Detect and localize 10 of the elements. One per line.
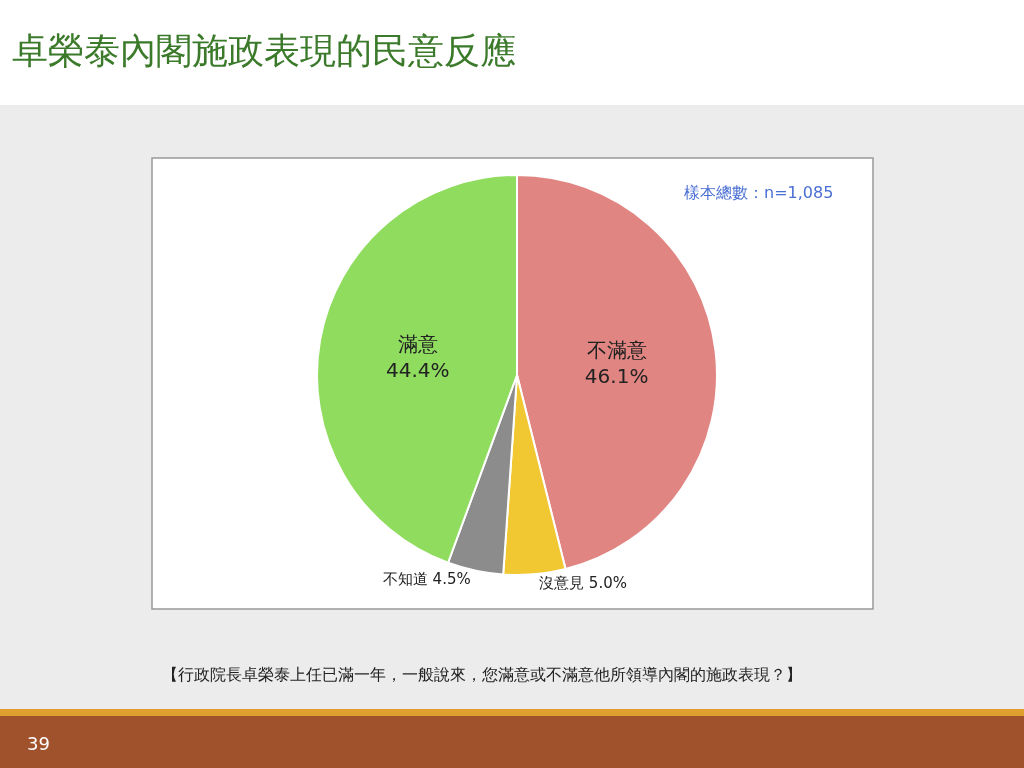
text: 39 [27, 733, 50, 754]
slice-label: 沒意見 5.0% [539, 574, 627, 593]
slice-label: 滿意 [397, 332, 438, 357]
slice-label: 不滿意 [586, 337, 647, 362]
text: 【行政院長卓榮泰上任已滿一年，一般說來，您滿意或不滿意他所領導內閣的施政表現？】 [162, 665, 802, 684]
chart-title: 卓榮泰內閣施政表現的民意反應 [12, 29, 516, 71]
data-label: 44.4% [386, 358, 450, 383]
text: 樣本總數：n=1,085 [684, 183, 834, 202]
data-label: 46.1% [584, 363, 649, 388]
slice-label: 不知道 4.5% [382, 570, 471, 589]
